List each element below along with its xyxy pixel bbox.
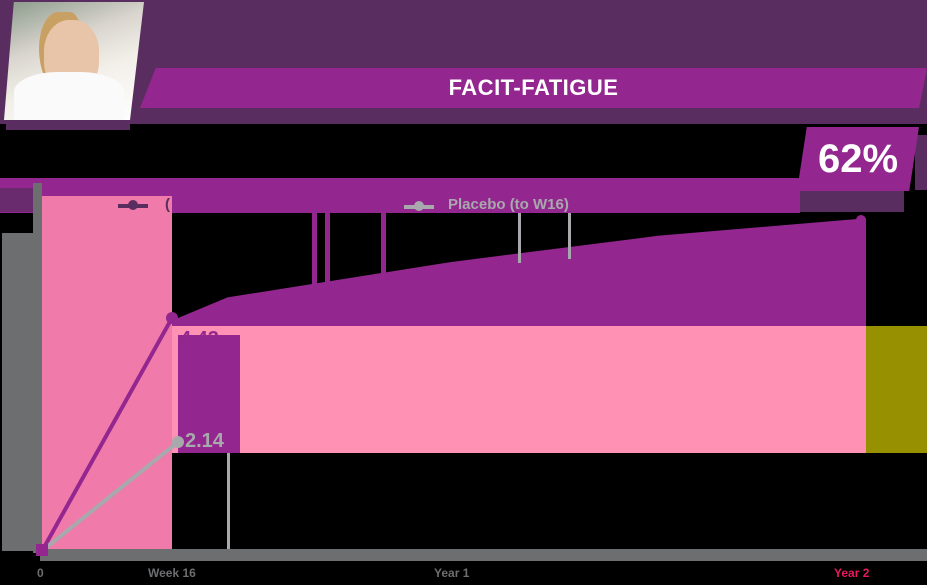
y-axis-block — [2, 233, 39, 551]
gridline — [312, 213, 317, 288]
y-axis-line — [33, 183, 42, 553]
legend-treatment-dot-icon — [128, 200, 138, 210]
photo-underline — [6, 120, 130, 130]
gridline — [227, 453, 230, 550]
gridline — [568, 213, 571, 259]
chart-left-band — [0, 188, 33, 212]
gridline — [325, 213, 330, 285]
olive-block — [866, 326, 927, 453]
treatment-week16-value: 4.43 — [180, 328, 219, 350]
photo-shirt — [14, 72, 124, 120]
x-tick-year1: Year 1 — [434, 566, 470, 580]
legend-treatment-label: ( — [165, 196, 170, 213]
legend-placebo-dot-icon — [414, 201, 424, 211]
header-photo — [4, 2, 144, 120]
legend-placebo-label: Placebo (to W16) — [448, 196, 569, 213]
x-tick-0: 0 — [37, 566, 44, 580]
gridline — [518, 213, 521, 263]
title-band: FACIT-FATIGUE — [140, 68, 927, 108]
placebo-week16-value: 2.14 — [185, 430, 224, 452]
week16-bars — [178, 335, 240, 453]
gridline — [381, 213, 386, 275]
band-area — [172, 326, 866, 453]
x-axis — [40, 549, 927, 561]
x-tick-year2: Year 2 — [834, 566, 870, 580]
percent-badge: 62% — [797, 127, 919, 191]
percent-box-side — [915, 135, 927, 190]
page-title: FACIT-FATIGUE — [448, 75, 619, 100]
x-tick-week16: Week 16 — [148, 566, 196, 580]
percent-box-shadow — [800, 190, 904, 212]
week16-highlight-region — [42, 196, 172, 550]
